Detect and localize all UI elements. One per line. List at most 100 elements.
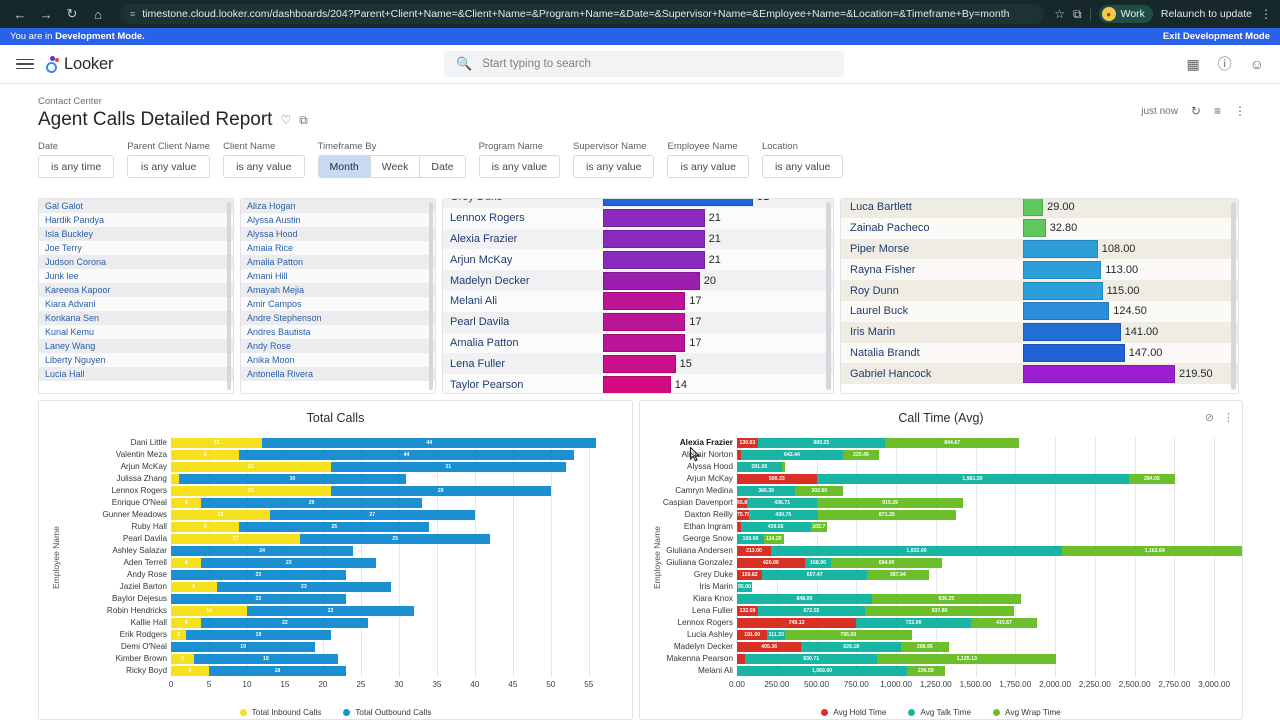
category-label[interactable]: Pearl Davila bbox=[122, 534, 167, 543]
bar-segment[interactable] bbox=[171, 581, 217, 592]
marketplace-icon[interactable]: ▦ bbox=[1186, 55, 1200, 72]
address-bar[interactable]: ≡ timestone.cloud.looker.com/dashboards/… bbox=[120, 4, 1045, 24]
bar-segment[interactable] bbox=[740, 449, 844, 460]
category-label[interactable]: Andy Rose bbox=[126, 570, 167, 579]
timeframe-option-month[interactable]: Month bbox=[318, 156, 371, 177]
profile-chip[interactable]: ● Work bbox=[1098, 5, 1153, 23]
bar-segment[interactable] bbox=[239, 449, 574, 460]
bar-segment[interactable] bbox=[795, 485, 844, 496]
category-label[interactable]: Valentin Meza bbox=[115, 450, 167, 459]
bar-segment[interactable] bbox=[1128, 473, 1176, 484]
table-row[interactable]: Taylor Pearson 14 bbox=[443, 374, 833, 393]
category-label[interactable]: Gunner Meadows bbox=[102, 510, 167, 519]
table-row[interactable]: Alexia Frazier 21 bbox=[443, 228, 833, 250]
forward-icon[interactable]: → bbox=[39, 6, 53, 22]
bar-segment[interactable] bbox=[885, 437, 1020, 448]
list-item[interactable]: Alyssa Austin bbox=[241, 213, 435, 227]
bar-segment[interactable] bbox=[749, 509, 818, 520]
category-label[interactable]: Kallie Hall bbox=[130, 618, 167, 627]
bar-segment[interactable] bbox=[901, 641, 949, 652]
bar-segment[interactable] bbox=[171, 617, 202, 628]
looker-logo[interactable]: Looker bbox=[46, 55, 113, 74]
bar-segment[interactable] bbox=[737, 617, 857, 628]
category-label[interactable]: Melani Ali bbox=[697, 666, 733, 675]
list-item[interactable]: Amaia Rice bbox=[241, 241, 435, 255]
add-to-board-icon[interactable]: ⧉ bbox=[299, 112, 308, 127]
bar-segment[interactable] bbox=[757, 437, 886, 448]
table-row[interactable]: Arjun McKay 21 bbox=[443, 249, 833, 271]
table-row[interactable]: Gabriel Hancock 219.50 bbox=[841, 363, 1238, 385]
bar-segment[interactable] bbox=[171, 449, 240, 460]
bar-segment[interactable] bbox=[171, 437, 263, 448]
bar-segment[interactable] bbox=[831, 557, 942, 568]
legend-item[interactable]: Avg Wrap Time bbox=[993, 708, 1061, 717]
bar-segment[interactable] bbox=[330, 485, 551, 496]
exit-development-mode-link[interactable]: Exit Development Mode bbox=[1162, 31, 1270, 42]
category-label[interactable]: Kimber Brown bbox=[115, 654, 167, 663]
bar-segment[interactable] bbox=[737, 509, 750, 520]
bar-segment[interactable] bbox=[262, 437, 597, 448]
category-label[interactable]: Lucia Ashley bbox=[687, 630, 733, 639]
category-label[interactable]: George Snow bbox=[682, 534, 733, 543]
bar-segment[interactable] bbox=[239, 521, 430, 532]
bar-segment[interactable] bbox=[877, 653, 1057, 664]
category-label[interactable]: Alexia Frazier bbox=[679, 438, 733, 447]
back-icon[interactable]: ← bbox=[13, 6, 27, 22]
bar-segment[interactable] bbox=[171, 473, 179, 484]
bar-segment[interactable] bbox=[745, 653, 878, 664]
list-item[interactable]: Gal Galot bbox=[39, 199, 233, 213]
list-item[interactable]: Judson Corona bbox=[39, 255, 233, 269]
table-row[interactable]: Madelyn Decker 20 bbox=[443, 270, 833, 291]
bar-segment[interactable] bbox=[171, 533, 301, 544]
category-label[interactable]: Ethan Ingram bbox=[683, 522, 733, 531]
bar-segment[interactable] bbox=[856, 617, 971, 628]
bar-segment[interactable] bbox=[762, 569, 867, 580]
list-item[interactable]: Joe Terry bbox=[39, 241, 233, 255]
timeframe-segmented-control[interactable]: Month Week Date bbox=[317, 155, 466, 178]
bar-segment[interactable] bbox=[737, 473, 817, 484]
bar-segment[interactable] bbox=[300, 533, 491, 544]
category-label[interactable]: Enrique O'Neal bbox=[111, 498, 167, 507]
bar-segment[interactable] bbox=[737, 557, 805, 568]
bar-segment[interactable] bbox=[171, 557, 202, 568]
list-item[interactable]: Lucia Hall bbox=[39, 367, 233, 381]
bar-segment[interactable] bbox=[171, 569, 346, 580]
category-label[interactable]: Alistair Norton bbox=[681, 450, 733, 459]
category-label[interactable]: Jaziel Barton bbox=[119, 582, 167, 591]
list-item[interactable]: Amalia Patton bbox=[241, 255, 435, 269]
bar-segment[interactable] bbox=[843, 449, 879, 460]
category-label[interactable]: Grey Duke bbox=[693, 570, 733, 579]
bar-segment[interactable] bbox=[178, 473, 407, 484]
bar-segment[interactable] bbox=[970, 617, 1038, 628]
bar-segment[interactable] bbox=[781, 461, 786, 472]
scrollbar[interactable] bbox=[1231, 202, 1236, 390]
bar-segment[interactable] bbox=[171, 653, 194, 664]
bar-segment[interactable] bbox=[737, 665, 907, 676]
category-label[interactable]: Giuliana Andersen bbox=[666, 546, 733, 555]
category-label[interactable]: Kiara Knox bbox=[692, 594, 733, 603]
category-label[interactable]: Julissa Zhang bbox=[116, 474, 167, 483]
search-input[interactable] bbox=[482, 58, 832, 70]
timeframe-option-date[interactable]: Date bbox=[420, 156, 465, 177]
category-label[interactable]: Ruby Hall bbox=[131, 522, 168, 531]
bar-segment[interactable] bbox=[747, 497, 817, 508]
bar-segment[interactable] bbox=[801, 641, 902, 652]
bar-segment[interactable] bbox=[907, 665, 945, 676]
list-item[interactable]: Kunal Kemu bbox=[39, 325, 233, 339]
category-label[interactable]: Arjun McKay bbox=[120, 462, 167, 471]
bar-segment[interactable] bbox=[171, 485, 331, 496]
bar-segment[interactable] bbox=[737, 581, 753, 592]
search-box[interactable]: 🔍 bbox=[444, 51, 844, 77]
tile-employee-list-a[interactable]: Gal Galot Hardik Pandya Isla Buckley Joe Te… bbox=[38, 198, 234, 394]
bar-segment[interactable] bbox=[758, 605, 865, 616]
relaunch-to-update-button[interactable]: Relaunch to update bbox=[1160, 8, 1252, 20]
bar-segment[interactable] bbox=[866, 569, 929, 580]
category-label[interactable]: Ricky Boyd bbox=[126, 666, 167, 675]
category-label[interactable]: Baylor Dejesus bbox=[111, 594, 167, 603]
category-label[interactable]: Daxton Reilly bbox=[684, 510, 733, 519]
bookmark-star-icon[interactable]: ☆ bbox=[1054, 7, 1066, 21]
list-item[interactable]: Andre Stephenson bbox=[241, 311, 435, 325]
bar-segment[interactable] bbox=[785, 629, 912, 640]
bar-segment[interactable] bbox=[216, 581, 392, 592]
bar-segment[interactable] bbox=[737, 629, 768, 640]
